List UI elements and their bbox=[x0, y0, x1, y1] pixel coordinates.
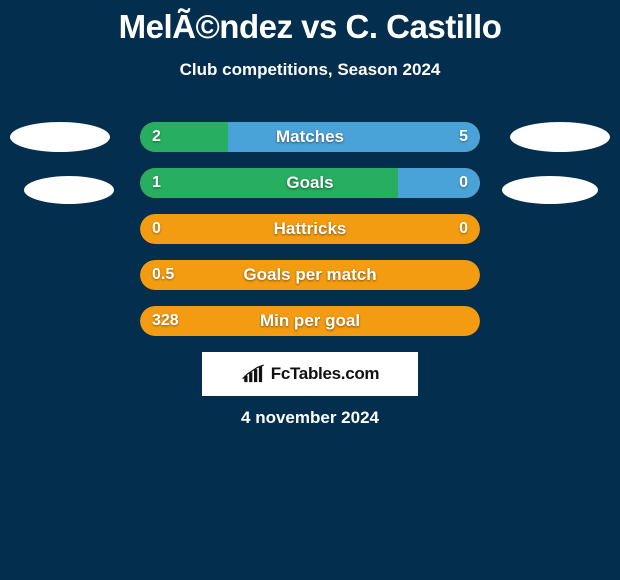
bar-label: Hattricks bbox=[274, 219, 347, 239]
player-right-avatar-ellipse-1 bbox=[510, 122, 610, 152]
player-left-avatar-ellipse-2 bbox=[24, 176, 114, 204]
bar-right-value: 0 bbox=[459, 174, 468, 192]
bar-right-value: 0 bbox=[459, 220, 468, 238]
logo-text: FcTables.com bbox=[271, 364, 380, 384]
bar-left-value: 1 bbox=[152, 174, 161, 192]
bar-label: Matches bbox=[276, 127, 344, 147]
bar-left-value: 328 bbox=[152, 312, 179, 330]
bar-row-matches: 2 Matches 5 bbox=[140, 122, 480, 152]
page-subtitle: Club competitions, Season 2024 bbox=[0, 60, 620, 80]
bar-label: Min per goal bbox=[260, 311, 360, 331]
bar-left-value: 0.5 bbox=[152, 266, 174, 284]
bar-left-value: 2 bbox=[152, 128, 161, 146]
comparison-bars: 2 Matches 5 1 Goals 0 0 Hattricks 0 0.5 … bbox=[140, 122, 480, 352]
bar-right-value: 5 bbox=[459, 128, 468, 146]
bar-row-min-per-goal: 328 Min per goal bbox=[140, 306, 480, 336]
bar-row-goals-per-match: 0.5 Goals per match bbox=[140, 260, 480, 290]
bar-left-value: 0 bbox=[152, 220, 161, 238]
bar-row-goals: 1 Goals 0 bbox=[140, 168, 480, 198]
fctables-logo: FcTables.com bbox=[202, 352, 418, 396]
bar-row-hattricks: 0 Hattricks 0 bbox=[140, 214, 480, 244]
bar-right-fill bbox=[228, 122, 480, 152]
page-title: MelÃ©ndez vs C. Castillo bbox=[0, 0, 620, 46]
bar-left-fill bbox=[140, 168, 398, 198]
bar-chart-icon bbox=[241, 363, 267, 385]
generation-date: 4 november 2024 bbox=[241, 408, 379, 428]
bar-label: Goals per match bbox=[243, 265, 376, 285]
bar-label: Goals bbox=[286, 173, 333, 193]
player-right-avatar-ellipse-2 bbox=[502, 176, 598, 204]
player-left-avatar-ellipse-1 bbox=[10, 122, 110, 152]
